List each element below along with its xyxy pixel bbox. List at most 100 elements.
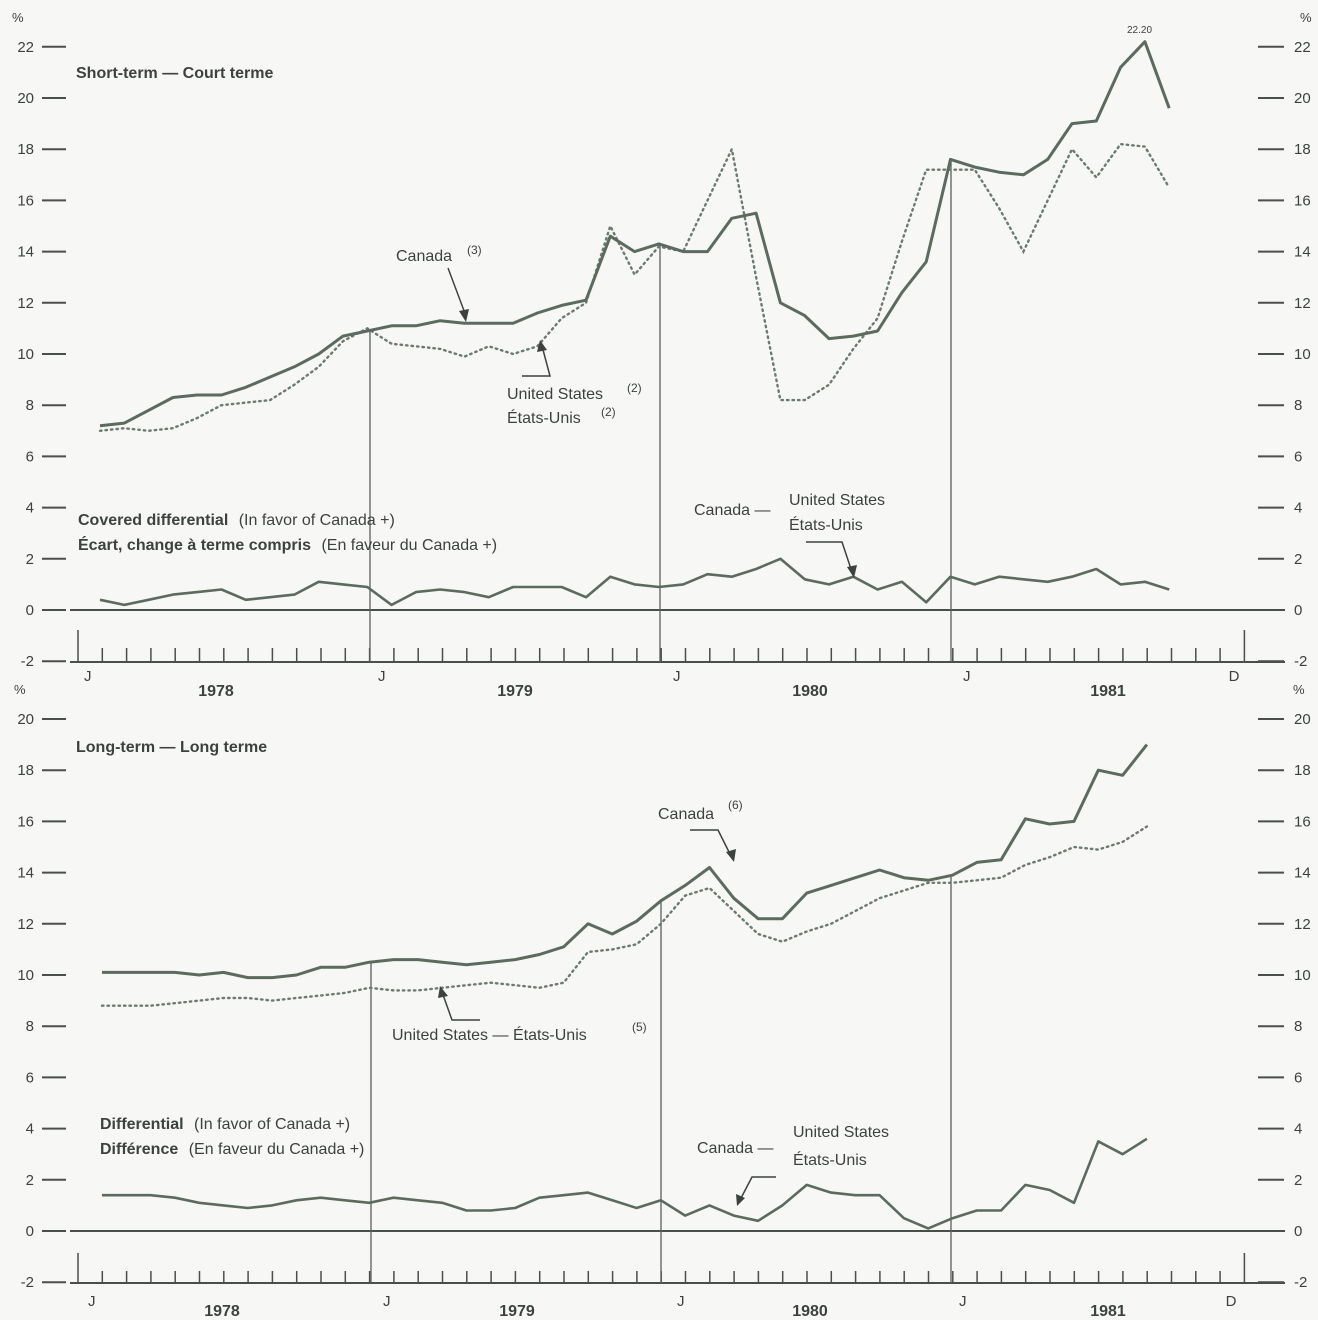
y-tick-label-right: 2 bbox=[1294, 1172, 1302, 1189]
x-axis-short: J J J J D 1978 1979 1980 1981 bbox=[70, 630, 1285, 700]
y-tick-label-left: 10 bbox=[17, 346, 34, 363]
covered-differential-title: Covered differential (In favor of Canada… bbox=[78, 512, 395, 529]
y-tick-label-right: 6 bbox=[1294, 1069, 1302, 1086]
x-month-label: J bbox=[959, 1293, 967, 1310]
y-tick-label-left: 12 bbox=[17, 295, 34, 312]
y-tick-label-right: 22 bbox=[1294, 39, 1311, 56]
diff-pointer-arrowhead bbox=[736, 1194, 745, 1206]
diff-label-canada: Canada — bbox=[697, 1140, 774, 1157]
canada-long-term-line bbox=[102, 743, 1149, 980]
y-tick-label-right: 14 bbox=[1294, 244, 1311, 261]
short-term-title: Short-term — Court terme bbox=[76, 65, 273, 82]
us-label: United States bbox=[507, 386, 603, 403]
us-label-sup: (5) bbox=[632, 1020, 647, 1034]
y-axis-long: -2 -2 0 0 2 2 4 4 6 6 8 8 10 10 12 12 14 14 16 16 18 18 20 20 bbox=[17, 711, 1310, 1291]
differential-title-fr: Différence (En faveur du Canada +) bbox=[100, 1141, 364, 1158]
diff-label-us-fr: États-Unis bbox=[793, 1150, 867, 1169]
x-month-label: J bbox=[673, 668, 681, 685]
x-year-label: 1981 bbox=[1090, 683, 1126, 700]
y-tick-label-left: 4 bbox=[26, 500, 34, 517]
y-tick-label-left: -2 bbox=[21, 653, 34, 670]
us-label: United States — États-Unis bbox=[392, 1025, 587, 1044]
y-tick-label-right: 6 bbox=[1294, 448, 1302, 465]
diff-label-us: United States bbox=[789, 492, 885, 509]
y-tick-label-right: -2 bbox=[1294, 653, 1307, 670]
x-month-label: J bbox=[383, 1293, 391, 1310]
y-tick-label-right: -2 bbox=[1294, 1274, 1307, 1291]
canada-pointer-arrowhead bbox=[459, 309, 469, 322]
y-tick-label-left: 14 bbox=[17, 244, 34, 261]
y-unit-right: % bbox=[1300, 10, 1312, 25]
y-tick-label-left: 2 bbox=[26, 1172, 34, 1189]
y-tick-label-right: 12 bbox=[1294, 295, 1311, 312]
y-tick-label-left: -2 bbox=[21, 1274, 34, 1291]
y-tick-label-left: 4 bbox=[26, 1121, 34, 1138]
diff-label-us-fr: États-Unis bbox=[789, 515, 863, 534]
diff-pointer-arrowhead bbox=[847, 565, 857, 578]
y-tick-label-right: 0 bbox=[1294, 602, 1302, 619]
y-tick-label-right: 4 bbox=[1294, 500, 1302, 517]
diff-pointer bbox=[806, 541, 853, 573]
y-tick-label-right: 10 bbox=[1294, 967, 1311, 984]
long-term-panel: % % -2 -2 0 0 2 2 4 4 6 6 8 8 10 10 12 12 14 14 16 16 18 18 20… bbox=[14, 682, 1311, 1320]
y-tick-label-right: 18 bbox=[1294, 762, 1311, 779]
canada-pointer bbox=[447, 267, 467, 317]
x-year-label: 1981 bbox=[1090, 1303, 1126, 1320]
x-month-label: J bbox=[677, 1293, 685, 1310]
year-dividers-short bbox=[369, 159, 952, 662]
y-tick-label-left: 12 bbox=[17, 916, 34, 933]
y-tick-label-right: 20 bbox=[1294, 711, 1311, 728]
y-tick-label-left: 6 bbox=[26, 448, 34, 465]
y-tick-label-left: 0 bbox=[26, 602, 34, 619]
y-tick-label-left: 16 bbox=[17, 813, 34, 830]
y-tick-label-left: 2 bbox=[26, 551, 34, 568]
y-tick-label-left: 6 bbox=[26, 1069, 34, 1086]
y-tick-label-left: 18 bbox=[17, 762, 34, 779]
us-pointer-arrowhead bbox=[438, 986, 448, 998]
x-month-label: J bbox=[84, 668, 92, 685]
covered-differential-line bbox=[99, 557, 1170, 607]
x-year-label: 1980 bbox=[792, 683, 828, 700]
us-long-term-line bbox=[100, 825, 1149, 1007]
y-unit-left: % bbox=[14, 682, 26, 697]
y-tick-label-right: 20 bbox=[1294, 90, 1311, 107]
canada-label: Canada bbox=[658, 806, 714, 823]
y-tick-label-left: 8 bbox=[26, 397, 34, 414]
us-label-fr-sup: (2) bbox=[601, 405, 616, 419]
y-tick-label-left: 22 bbox=[17, 39, 34, 56]
diff-label-us: United States bbox=[793, 1124, 889, 1141]
x-month-label: J bbox=[88, 1293, 96, 1310]
us-pointer-arrowhead bbox=[537, 340, 547, 352]
canada-short-term-line bbox=[99, 40, 1171, 428]
x-month-label: J bbox=[378, 668, 386, 685]
y-tick-label-left: 18 bbox=[17, 141, 34, 158]
us-label-fr: États-Unis bbox=[507, 408, 581, 427]
y-tick-label-right: 2 bbox=[1294, 551, 1302, 568]
x-axis-long: J J J J D 1978 1979 1980 1981 bbox=[70, 1253, 1285, 1320]
diff-pointer bbox=[739, 1176, 776, 1201]
long-term-differential-line bbox=[102, 1137, 1148, 1230]
x-end-label: D bbox=[1226, 1293, 1237, 1310]
diff-label-canada: Canada — bbox=[694, 502, 771, 519]
y-tick-label-right: 18 bbox=[1294, 141, 1311, 158]
y-tick-label-left: 0 bbox=[26, 1223, 34, 1240]
y-unit-left: % bbox=[12, 10, 24, 25]
y-tick-label-right: 14 bbox=[1294, 865, 1311, 882]
y-tick-label-right: 12 bbox=[1294, 916, 1311, 933]
x-year-label: 1979 bbox=[499, 1303, 535, 1320]
y-tick-label-left: 20 bbox=[17, 711, 34, 728]
y-tick-label-right: 8 bbox=[1294, 397, 1302, 414]
canada-pointer-arrowhead bbox=[726, 849, 736, 862]
year-dividers-long bbox=[370, 875, 952, 1283]
y-unit-right: % bbox=[1293, 682, 1305, 697]
y-tick-label-right: 16 bbox=[1294, 192, 1311, 209]
us-label-sup: (2) bbox=[627, 381, 642, 395]
differential-title: Differential (In favor of Canada +) bbox=[100, 1116, 350, 1133]
y-tick-label-left: 10 bbox=[17, 967, 34, 984]
us-pointer bbox=[441, 991, 480, 1021]
canada-label: Canada bbox=[396, 248, 452, 265]
y-tick-label-right: 0 bbox=[1294, 1223, 1302, 1240]
y-tick-label-left: 14 bbox=[17, 865, 34, 882]
